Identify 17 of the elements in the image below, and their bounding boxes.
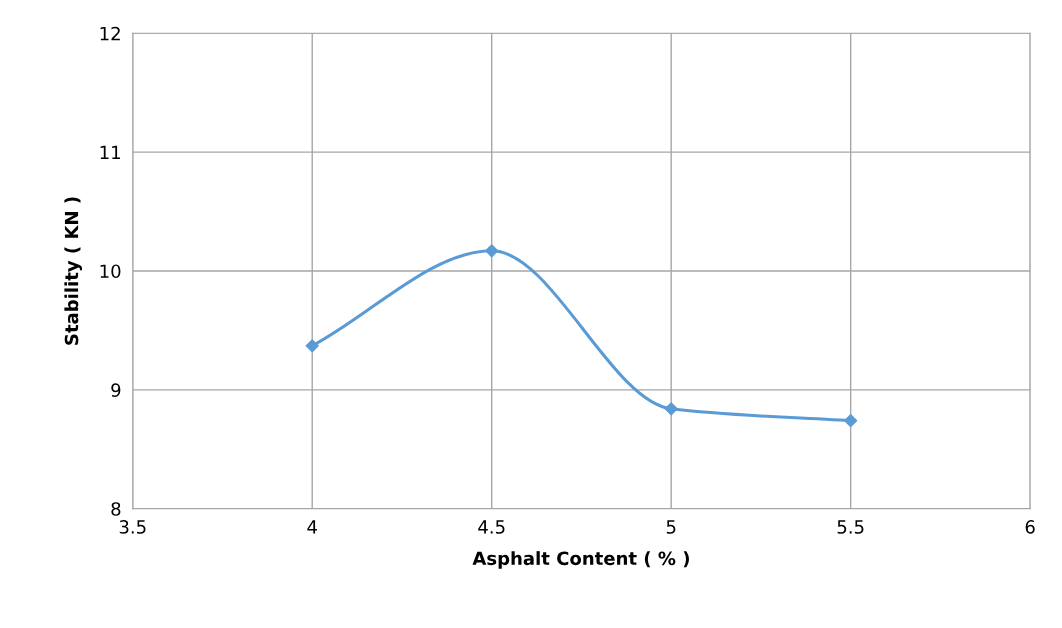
x-tick-label: 6 <box>1025 520 1035 534</box>
y-tick-label: 9 <box>111 383 121 397</box>
y-axis-title: Stability ( KN ) <box>64 197 82 345</box>
point <box>664 402 678 416</box>
y-tick-label: 10 <box>100 264 121 279</box>
point <box>844 414 858 428</box>
point <box>485 244 499 258</box>
x-tick-label: 4 <box>307 520 317 534</box>
point <box>305 339 319 353</box>
y-tick-label: 11 <box>100 145 120 159</box>
y-tick-label: 12 <box>100 26 120 41</box>
y-tick-label: 8 <box>111 502 121 516</box>
x-tick-label: 5 <box>666 520 676 534</box>
x-tick-label: 3.5 <box>119 520 146 534</box>
x-axis-title: Asphalt Content ( % ) <box>472 551 689 569</box>
x-tick-label: 4.5 <box>478 520 505 534</box>
x-tick-label: 5.5 <box>837 520 864 534</box>
